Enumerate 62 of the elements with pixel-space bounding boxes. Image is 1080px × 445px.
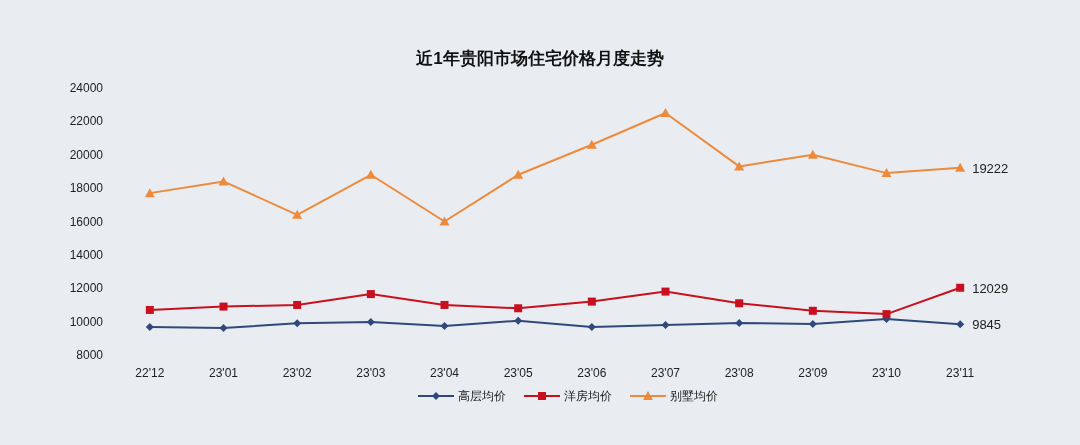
point bbox=[219, 302, 228, 311]
point bbox=[661, 320, 670, 329]
data-label: 12029 bbox=[972, 280, 1009, 296]
legend-label: 别墅均价 bbox=[670, 389, 718, 403]
x-tick-label: 23'10 bbox=[872, 366, 902, 380]
x-tick-label: 23'07 bbox=[651, 366, 681, 380]
point bbox=[218, 176, 229, 186]
x-tick-label: 23'08 bbox=[724, 366, 754, 380]
y-tick-label: 18000 bbox=[69, 181, 104, 196]
x-tick-label: 23'09 bbox=[798, 366, 828, 380]
point bbox=[293, 300, 302, 309]
point bbox=[808, 306, 817, 315]
point bbox=[660, 108, 671, 118]
point bbox=[145, 322, 154, 331]
point bbox=[661, 287, 670, 296]
point bbox=[734, 161, 745, 171]
point bbox=[366, 317, 375, 326]
y-tick-label: 14000 bbox=[69, 247, 104, 262]
chart-title: 近1年贵阳市场住宅价格月度走势 bbox=[415, 49, 664, 68]
point bbox=[514, 316, 523, 325]
point bbox=[587, 322, 596, 331]
x-tick-label: 22'12 bbox=[135, 366, 165, 380]
point bbox=[293, 319, 302, 328]
point bbox=[586, 139, 597, 149]
y-tick-label: 8000 bbox=[76, 348, 104, 362]
point bbox=[513, 169, 524, 179]
point bbox=[514, 304, 523, 313]
x-tick-label: 23'11 bbox=[946, 366, 975, 380]
point bbox=[956, 320, 965, 329]
x-tick-label: 23'03 bbox=[356, 366, 386, 380]
point bbox=[219, 323, 228, 332]
point bbox=[882, 310, 891, 319]
point bbox=[955, 162, 966, 172]
x-tick-label: 23'04 bbox=[430, 366, 460, 380]
point bbox=[881, 168, 892, 178]
point bbox=[440, 300, 449, 309]
data-label: 9845 bbox=[972, 317, 1002, 333]
y-tick-label: 22000 bbox=[69, 114, 104, 129]
y-tick-label: 24000 bbox=[69, 81, 104, 95]
data-label: 19222 bbox=[972, 160, 1009, 176]
point bbox=[735, 299, 744, 308]
x-tick-label: 23'01 bbox=[209, 366, 239, 380]
point bbox=[807, 149, 818, 159]
point bbox=[366, 290, 375, 299]
legend-label: 高层均价 bbox=[458, 389, 506, 403]
x-tick-label: 23'06 bbox=[577, 366, 607, 380]
y-tick-label: 10000 bbox=[69, 314, 104, 329]
point bbox=[440, 321, 449, 330]
point bbox=[144, 188, 155, 198]
x-tick-label: 23'05 bbox=[503, 366, 533, 380]
point bbox=[587, 297, 596, 306]
point bbox=[439, 216, 450, 226]
y-tick-label: 20000 bbox=[69, 147, 104, 162]
point bbox=[956, 283, 965, 292]
x-tick-label: 23'02 bbox=[282, 366, 312, 380]
point bbox=[145, 305, 154, 314]
point bbox=[365, 169, 376, 179]
point bbox=[292, 209, 303, 219]
y-tick-label: 12000 bbox=[69, 281, 104, 296]
point bbox=[808, 319, 817, 328]
y-tick-label: 16000 bbox=[69, 214, 104, 229]
legend-label: 洋房均价 bbox=[564, 389, 612, 403]
